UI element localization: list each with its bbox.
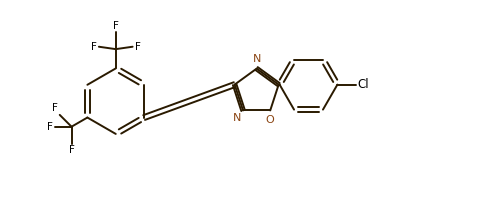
Text: F: F xyxy=(113,21,119,31)
Text: N: N xyxy=(253,54,261,64)
Text: F: F xyxy=(91,42,97,52)
Text: F: F xyxy=(68,145,74,155)
Text: O: O xyxy=(266,115,275,125)
Text: F: F xyxy=(47,122,53,132)
Text: F: F xyxy=(134,42,140,52)
Text: N: N xyxy=(233,113,241,123)
Text: F: F xyxy=(52,103,58,113)
Text: Cl: Cl xyxy=(357,78,369,91)
